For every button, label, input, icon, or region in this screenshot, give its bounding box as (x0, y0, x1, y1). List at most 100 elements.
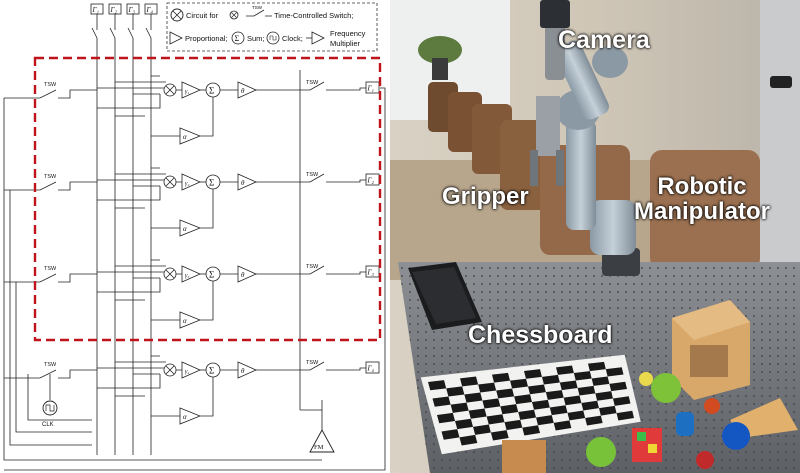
chess-square (437, 412, 456, 424)
output-label-3: Γ₃ (367, 269, 375, 277)
svg-text:Σ: Σ (209, 366, 214, 376)
legend-clock-text: Clock; (282, 34, 303, 43)
legend-frequency-text-1: Frequency (330, 29, 366, 38)
blue-ball (722, 422, 750, 450)
chess-square (591, 376, 610, 386)
scale-amp-2 (151, 189, 214, 237)
phase-label-4: θ (241, 367, 245, 375)
chess-square (428, 380, 447, 391)
gain-label-4: γ₄ (185, 369, 189, 375)
legend-clock-icon (266, 31, 280, 45)
tsw-label-left-2: TSW (44, 174, 57, 180)
svg-text:Γ₄: Γ₄ (146, 6, 154, 14)
svg-text:Σ: Σ (209, 270, 214, 280)
chess-square (532, 399, 550, 410)
scale-label-4: α (183, 413, 187, 421)
legend-circuit-text: Circuit for (186, 11, 219, 20)
feedback-buses (3, 87, 386, 471)
chess-square (577, 385, 596, 396)
input-terminal-3: Γ₃ (126, 3, 140, 15)
chess-square (545, 390, 564, 400)
chess-square (473, 424, 491, 435)
chess-square (536, 415, 554, 426)
label-gripper: Gripper (442, 183, 529, 210)
gain-amp-4 (176, 361, 201, 379)
scale-label-2: α (183, 225, 187, 233)
chess-square (599, 405, 617, 416)
chess-square (455, 418, 473, 430)
chess-square (468, 408, 487, 419)
chess-square (514, 394, 532, 405)
chess-square (609, 381, 627, 392)
gain-label-3: γ₃ (185, 273, 189, 279)
chessboard (420, 354, 641, 455)
tsw-label-right-4: TSW (306, 360, 319, 366)
phase-amp-1 (220, 81, 257, 99)
chess-square (486, 414, 505, 425)
chess-square (581, 400, 599, 411)
chess-square (563, 395, 582, 406)
chess-square (504, 419, 523, 431)
svg-text:Γ₁: Γ₁ (92, 6, 99, 14)
scale-amp-3 (151, 281, 214, 329)
gain-amp-2 (176, 173, 201, 191)
legend-multiply-icon (229, 10, 239, 20)
chess-square (500, 404, 519, 415)
chess-square (541, 374, 560, 385)
chess-square (492, 372, 511, 383)
chess-square (446, 386, 465, 397)
chess-square (616, 410, 634, 421)
red-ball (696, 451, 714, 469)
output-label-1: Γ₁ (367, 85, 374, 93)
scale-amp-1 (151, 97, 214, 145)
chess-square (559, 380, 578, 391)
scale-label-1: α (183, 133, 187, 141)
gain-label-1: γ₁ (185, 89, 189, 95)
green-ball-2 (586, 437, 616, 467)
label-robotic: Robotic (657, 173, 747, 200)
chess-square (524, 369, 542, 379)
lab-photo (390, 0, 800, 473)
fm-label: FM (314, 444, 324, 451)
legend-circuit-icon (170, 8, 184, 22)
output-label-2: Γ₂ (367, 177, 375, 185)
gain-label-2: γ₂ (185, 181, 189, 187)
orange-ball (704, 398, 720, 414)
chess-square (450, 402, 469, 413)
chess-square (441, 429, 460, 440)
legend-sum-icon: Σ (231, 31, 245, 45)
tsw-label-left-4: TSW (44, 362, 57, 368)
scale-label-3: α (183, 317, 187, 325)
input-terminal-4: Γ₄ (144, 3, 158, 15)
input-terminal-1: Γ₁ (90, 3, 104, 15)
green-ball (651, 373, 681, 403)
legend-proportional-text: Proportional; (185, 34, 228, 43)
yellow-ball (639, 372, 653, 386)
circuit-diagram: Circuit for TSW Time-Controlled Switch; … (3, 2, 386, 471)
chess-square (573, 371, 592, 381)
legend-tsw-tag: TSW (252, 5, 263, 10)
chess-square (595, 391, 613, 401)
chess-square (432, 396, 451, 407)
chess-square (556, 365, 574, 375)
chess-square (518, 409, 536, 420)
tsw-label-left-3: TSW (44, 266, 57, 272)
input-terminals: Γ₁ Γ₂ Γ₃ Γ₄ (90, 3, 158, 15)
phase-amp-4 (220, 361, 257, 379)
chess-square (588, 361, 606, 372)
chess-square (496, 388, 515, 399)
blue-cylinder (676, 412, 694, 436)
tsw-label-left-1: TSW (44, 82, 57, 88)
legend-frequency-icon (306, 31, 325, 45)
chess-square (482, 398, 501, 409)
label-camera: Camera (558, 26, 650, 54)
gripper (530, 96, 564, 186)
tsw-label-right-3: TSW (306, 264, 319, 270)
output-terminal-4 (365, 361, 380, 374)
chess-square (460, 376, 479, 387)
